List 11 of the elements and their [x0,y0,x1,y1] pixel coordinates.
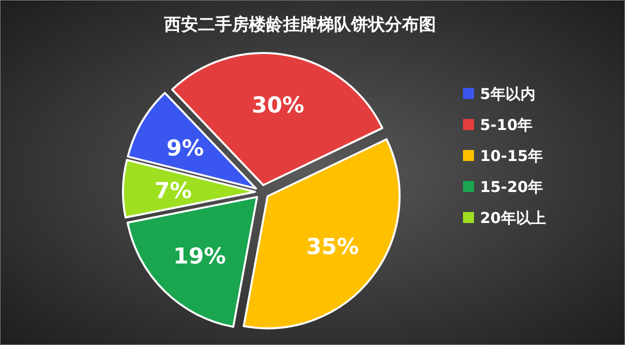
legend-label: 20年以上 [480,209,546,227]
data-label: 30% [252,94,304,119]
legend-label: 15-20年 [480,178,543,196]
data-label: 35% [306,234,359,260]
data-label: 9% [166,136,204,162]
legend-label: 5年以内 [480,85,536,103]
slice-label: 10-15年 [480,147,543,165]
legend-label: 5-10年 [480,116,533,134]
chart-title: 西安二手房楼龄挂牌梯队饼状分布图 [163,15,436,35]
data-label: 19% [173,244,226,270]
data-label: 7% [154,178,192,204]
